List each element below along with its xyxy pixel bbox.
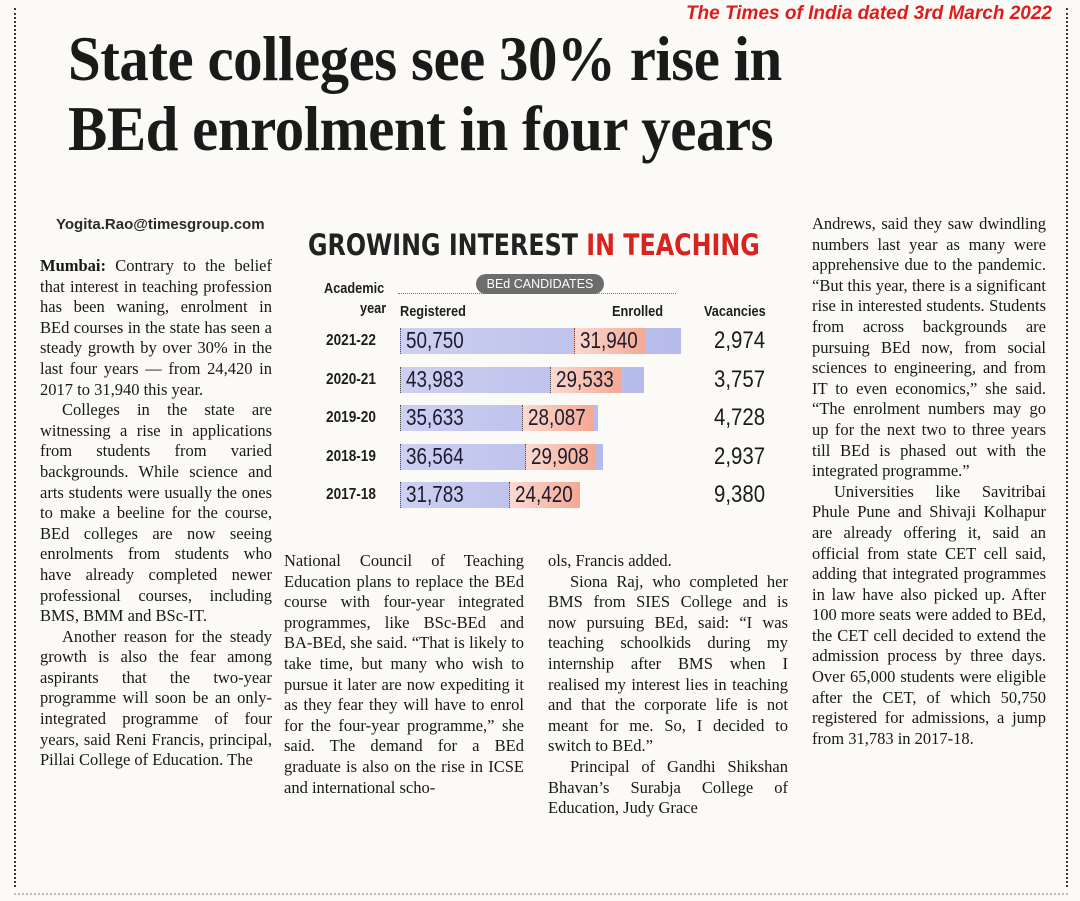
vacancies-value: 4,728 xyxy=(714,404,766,431)
article-column-1: Mumbai: Contrary to the belief that inte… xyxy=(40,256,272,771)
bottom-border xyxy=(14,893,1068,895)
paragraph: Principal of Gandhi Shikshan Bhavan’s Su… xyxy=(548,756,788,818)
enrolled-bar xyxy=(573,328,645,354)
header-academic: Academic xyxy=(324,280,385,297)
year-label: 2018-19 xyxy=(326,447,376,465)
chart-title-part-1: GROWING INTEREST xyxy=(308,228,578,262)
headline: State colleges see 30% rise in BEd enrol… xyxy=(68,24,979,164)
paragraph: Universities like Savitribai Phule Pune … xyxy=(812,481,1046,748)
header-vacancies: Vacancies xyxy=(704,303,766,320)
registered-value: 35,633 xyxy=(406,404,464,430)
header-enrolled: Enrolled xyxy=(612,303,664,320)
chart-title: GROWING INTEREST IN TEACHING xyxy=(308,228,760,262)
vacancies-value: 9,380 xyxy=(714,481,766,508)
paragraph: Andrews, said they saw dwindling numbers… xyxy=(812,214,1046,481)
paragraph: Mumbai: Contrary to the belief that inte… xyxy=(40,256,272,400)
bed-candidates-label: BEd CANDIDATES xyxy=(476,274,604,294)
article-column-2: National Council of Teaching Education p… xyxy=(284,551,524,798)
headline-line-2: BEd enrolment in four years xyxy=(68,93,774,164)
paragraph: Colleges in the state are witnessing a r… xyxy=(40,400,272,626)
vacancies-value: 2,974 xyxy=(714,327,766,354)
year-label: 2020-21 xyxy=(326,370,376,388)
vacancies-value: 3,757 xyxy=(714,365,766,393)
chart-title-part-2: IN TEACHING xyxy=(577,228,760,262)
enrolled-bar xyxy=(550,366,622,393)
year-label: 2017-18 xyxy=(326,486,376,503)
right-border xyxy=(1066,8,1068,887)
enrolled-value: 28,087 xyxy=(527,404,586,430)
source-line: The Times of India dated 3rd March 2022 xyxy=(685,3,1052,24)
article-column-3: ols, Francis added. Siona Raj, who compl… xyxy=(548,551,788,819)
article-column-4: Andrews, said they saw dwindling numbers… xyxy=(812,214,1046,749)
paragraph: National Council of Teaching Education p… xyxy=(284,551,524,797)
vacancies-value: 2,937 xyxy=(714,442,766,470)
header-registered: Registered xyxy=(400,303,466,320)
enrolled-value: 24,420 xyxy=(514,481,573,507)
paragraph: ols, Francis added. xyxy=(548,551,672,570)
registered-value: 50,750 xyxy=(406,327,464,353)
enrolled-value: 31,940 xyxy=(579,327,638,353)
registered-value: 36,564 xyxy=(406,442,464,469)
dateline: Mumbai: xyxy=(40,256,106,275)
enrolled-bar xyxy=(508,482,580,508)
left-border xyxy=(14,8,16,887)
enrolled-value: 29,533 xyxy=(556,365,615,392)
paragraph-text: Contrary to the belief that interest in … xyxy=(40,256,272,399)
paragraph: Another reason for the steady growth is … xyxy=(40,626,272,770)
year-label: 2021-22 xyxy=(326,332,376,349)
paragraph: Siona Raj, who completed her BMS from SI… xyxy=(548,571,788,756)
enrolment-chart: GROWING INTEREST IN TEACHING BEd CANDIDA… xyxy=(300,224,800,524)
enrolled-value: 29,908 xyxy=(531,442,589,469)
registered-value: 43,983 xyxy=(406,365,464,392)
year-label: 2019-20 xyxy=(326,409,376,426)
enrolled-bar xyxy=(521,405,593,431)
registered-value: 31,783 xyxy=(406,481,464,507)
byline: Yogita.Rao@timesgroup.com xyxy=(56,216,265,233)
headline-line-1: State colleges see 30% rise in xyxy=(68,23,782,94)
header-year: year xyxy=(360,300,387,317)
enrolled-bar xyxy=(525,443,597,470)
